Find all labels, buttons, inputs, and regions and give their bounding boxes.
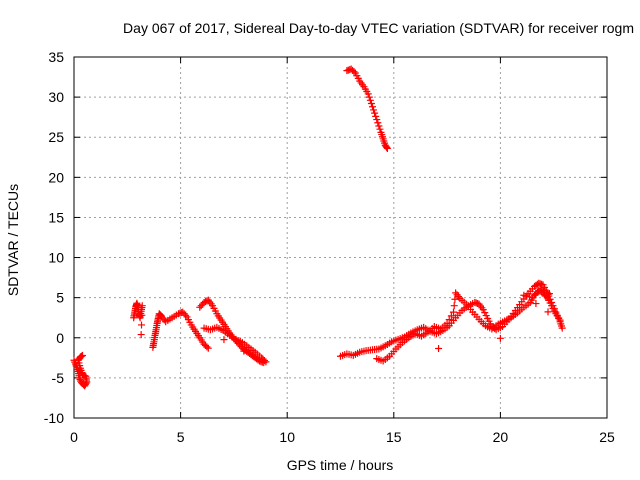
data-point-arc-6	[556, 316, 564, 324]
data-point-arc-5	[364, 90, 372, 98]
data-point-arc-3	[204, 344, 212, 352]
data-point-arc-5	[383, 144, 391, 152]
y-tick-label: 5	[56, 290, 64, 306]
data-point-arc-6	[450, 302, 458, 310]
data-point-arc-6	[496, 334, 504, 342]
y-tick-label: 30	[48, 89, 64, 105]
data-point-arc-5	[373, 116, 381, 124]
chart-title: Day 067 of 2017, Sidereal Day-to-day VTE…	[123, 20, 634, 36]
data-point-arc-5	[371, 109, 379, 117]
data-point-arc-6	[443, 319, 451, 327]
x-axis-label: GPS time / hours	[287, 457, 394, 473]
data-point-arc-6	[543, 291, 551, 299]
grid-lines	[74, 57, 607, 418]
data-point-arc-4	[220, 336, 228, 344]
data-point-arc-6	[544, 308, 552, 316]
data-point-arc-5	[383, 143, 391, 151]
data-point-arc-4	[260, 357, 268, 365]
y-tick-label: 20	[48, 169, 64, 185]
data-point-arc-3	[182, 311, 190, 319]
data-point-arc-6	[482, 312, 490, 320]
data-point-arc-6	[447, 312, 455, 320]
y-tick-label: -5	[52, 370, 65, 386]
y-axis-label: SDTVAR / TECUs	[5, 184, 21, 296]
data-point-arc-6	[541, 292, 549, 300]
data-point-arc-5	[375, 122, 383, 130]
data-point-arc-6	[532, 300, 540, 308]
data-point-arc-6	[449, 308, 457, 316]
data-point-arc-4	[240, 347, 248, 355]
data-points	[70, 65, 566, 390]
axis-ticks: 0 5 10 15 20 25 -10 -5 0 5 10 15 20 25 30 35	[44, 49, 615, 445]
x-tick-label: 10	[279, 429, 295, 445]
data-point-arc-6	[479, 306, 487, 314]
y-tick-label: 25	[48, 129, 64, 145]
data-point-arc-1	[76, 375, 84, 383]
data-point-arc-2	[138, 311, 146, 319]
data-point-arc-5	[367, 100, 375, 108]
y-tick-label: 35	[48, 49, 64, 65]
x-tick-label: 25	[599, 429, 615, 445]
data-point-arc-5	[370, 106, 378, 114]
data-point-arc-6	[445, 316, 453, 324]
x-tick-label: 0	[70, 429, 78, 445]
data-point-arc-5	[372, 112, 380, 120]
data-point-arc-2	[138, 321, 146, 329]
data-point-arc-1	[75, 374, 83, 382]
data-point-arc-2	[137, 331, 145, 339]
y-tick-label: -10	[44, 410, 64, 426]
data-point-arc-5	[368, 103, 376, 111]
data-point-arc-6	[435, 344, 443, 352]
data-point-arc-6	[451, 295, 459, 303]
data-point-arc-3	[203, 343, 211, 351]
data-point-arc-2	[138, 302, 146, 310]
data-point-arc-5	[350, 68, 358, 76]
data-point-arc-5	[366, 96, 374, 104]
x-tick-label: 15	[386, 429, 402, 445]
plot-border	[73, 56, 608, 419]
data-point-arc-5	[365, 93, 373, 101]
data-point-arc-6	[558, 324, 566, 332]
data-point-arc-5	[374, 119, 382, 127]
y-tick-label: 15	[48, 209, 64, 225]
y-tick-label: 0	[56, 330, 64, 346]
data-point-arc-6	[481, 309, 489, 317]
y-tick-label: 10	[48, 250, 64, 266]
data-point-arc-1	[79, 351, 87, 359]
x-tick-label: 20	[493, 429, 509, 445]
x-tick-label: 5	[177, 429, 185, 445]
data-point-arc-5	[376, 125, 384, 133]
plot-frame	[73, 56, 608, 419]
data-point-arc-4	[262, 358, 270, 366]
